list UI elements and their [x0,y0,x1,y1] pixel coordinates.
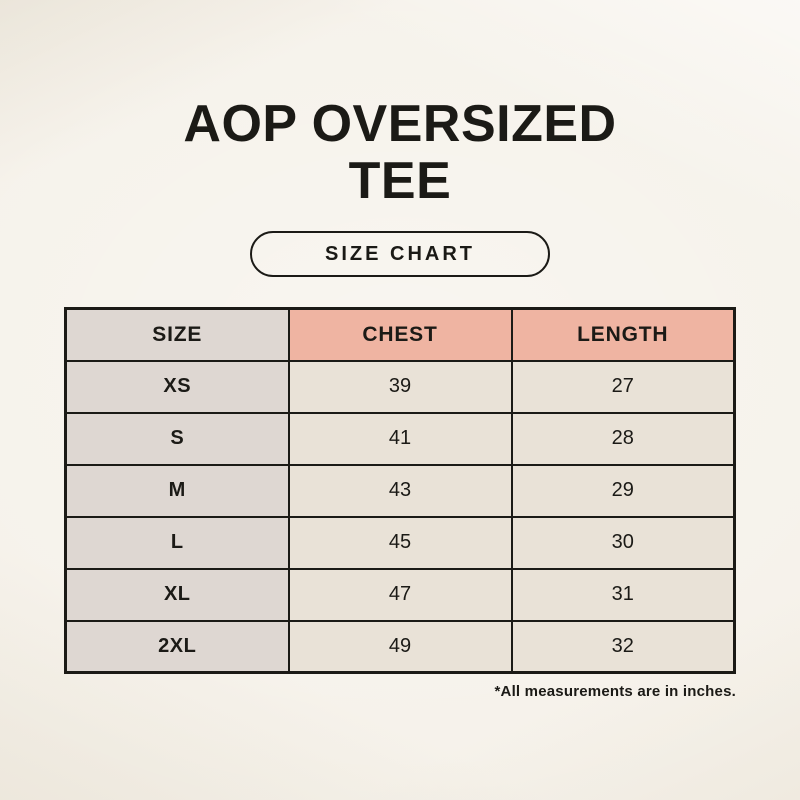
chest-cell: 43 [287,463,513,518]
table-row: 2XL 49 32 [64,619,736,674]
size-chart-table-head: SIZE CHEST LENGTH [64,307,736,362]
length-cell: 30 [510,515,736,570]
size-chart-table-body: XS 39 27 S 41 28 M 43 29 L 45 30 XL 47 31 2XL 49 32 [64,359,736,674]
chest-cell: 41 [287,411,513,466]
column-header-length: LENGTH [510,307,736,362]
chest-cell: 39 [287,359,513,414]
column-header-size: SIZE [64,307,290,362]
size-chart-table: SIZE CHEST LENGTH XS 39 27 S 41 28 M 43 29 L 45 30 X… [64,307,736,674]
chest-cell: 49 [287,619,513,674]
size-chart-badge: SIZE CHART [250,231,550,277]
table-row: S 41 28 [64,411,736,466]
size-chart-badge-label: SIZE CHART [325,242,475,265]
size-cell: M [64,463,290,518]
table-row: XS 39 27 [64,359,736,414]
size-cell: XL [64,567,290,622]
size-cell: S [64,411,290,466]
length-cell: 28 [510,411,736,466]
column-header-chest: CHEST [287,307,513,362]
length-cell: 27 [510,359,736,414]
length-cell: 32 [510,619,736,674]
table-row: M 43 29 [64,463,736,518]
table-row: XL 47 31 [64,567,736,622]
length-cell: 31 [510,567,736,622]
length-cell: 29 [510,463,736,518]
size-cell: XS [64,359,290,414]
page-title-line1: AOP OVERSIZED [183,95,617,153]
chest-cell: 45 [287,515,513,570]
size-chart-table-wrap: SIZE CHEST LENGTH XS 39 27 S 41 28 M 43 29 L 45 30 X… [64,307,736,674]
size-cell: L [64,515,290,570]
page-title-line2: TEE [348,152,452,210]
page-title: AOP OVERSIZED TEE [183,98,616,207]
table-row: L 45 30 [64,515,736,570]
chest-cell: 47 [287,567,513,622]
size-cell: 2XL [64,619,290,674]
table-header-row: SIZE CHEST LENGTH [64,307,736,362]
measurements-footnote: *All measurements are in inches. [494,683,736,700]
